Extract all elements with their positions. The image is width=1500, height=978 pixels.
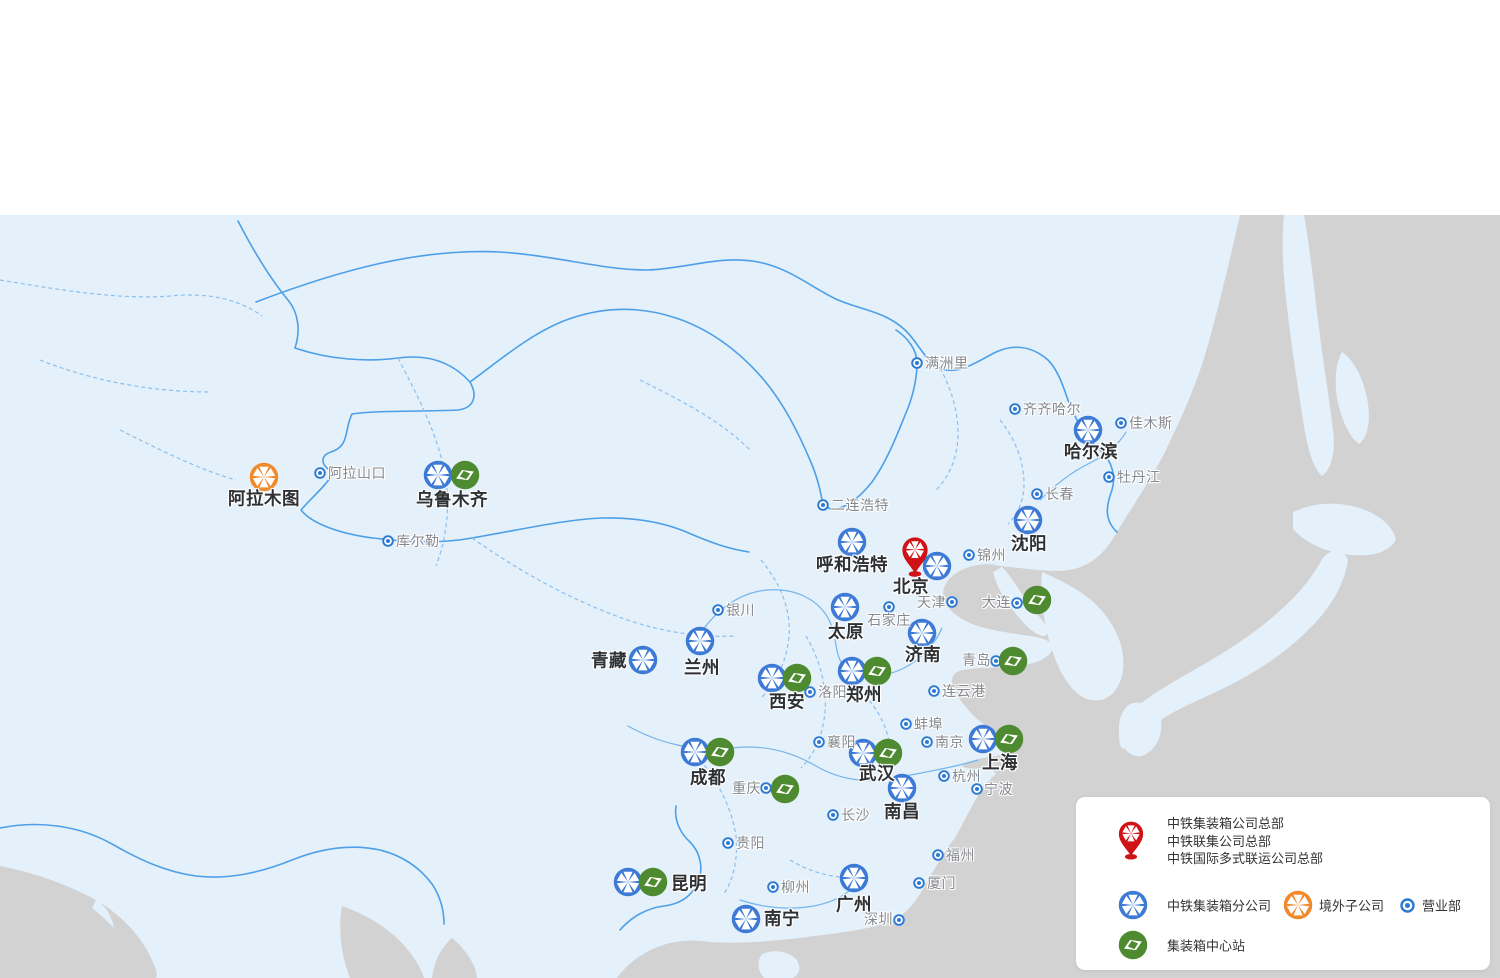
hq-pin-icon [1115,819,1147,860]
city-label: 阿拉山口 [328,465,386,481]
city-label: 乌鲁木齐 [416,489,488,510]
city-label: 青岛 [962,652,991,668]
branch-company-icon [1118,890,1148,920]
legend-hq-lines: 中铁集装箱公司总部 中铁联集公司总部 中铁国际多式联运公司总部 [1167,815,1323,868]
city-label: 福州 [946,847,975,863]
city-label: 青藏 [591,650,627,671]
sea-bay [340,906,424,978]
city-label: 长春 [1045,486,1074,502]
city-label: 襄阳 [827,734,856,750]
city-label: 柳州 [781,879,810,895]
legend-hq-line-2: 中铁联集公司总部 [1167,833,1272,849]
city-label: 哈尔滨 [1064,441,1118,462]
city-label: 杭州 [952,768,981,784]
legend-office-label: 营业部 [1422,898,1462,914]
city-label: 南昌 [884,801,920,822]
city-label: 天津 [917,594,946,610]
legend-branch-label: 中铁集装箱分公司 [1167,898,1272,914]
legend-row-3: 集装箱中心站 [1076,930,1490,960]
city-label: 兰州 [684,657,720,678]
city-label: 牡丹江 [1117,469,1161,485]
legend-hq-line-3: 中铁国际多式联运公司总部 [1167,851,1324,866]
city-label: 太原 [828,621,864,642]
legend-row-2: 中铁集装箱分公司 境外子公司 营业部 [1076,890,1490,920]
city-label: 齐齐哈尔 [1023,401,1081,417]
legend: 中铁集装箱公司总部 中铁联集公司总部 中铁国际多式联运公司总部 中铁集装箱分公司… [1076,797,1490,970]
city-label: 郑州 [846,684,882,705]
city-label: 长沙 [841,807,870,823]
city-label: 石家庄 [867,612,911,628]
city-label: 沈阳 [1011,533,1047,554]
sea-southwest [0,866,157,978]
city-label: 锦州 [977,547,1006,563]
rivers [627,431,1127,909]
city-label: 蚌埠 [914,716,943,732]
city-label: 宁波 [984,781,1013,797]
legend-center-label: 集装箱中心站 [1167,938,1246,954]
overseas-subsidiary-icon [1283,890,1313,920]
city-label: 二连浩特 [831,497,889,513]
city-label: 成都 [690,767,726,788]
city-label: 满洲里 [925,355,969,371]
city-label: 银川 [726,602,755,618]
city-label: 深圳 [864,911,893,927]
business-office-icon [1400,898,1415,913]
sea-gulf [432,938,477,978]
city-label: 昆明 [671,873,707,894]
city-label: 南宁 [764,908,800,929]
city-label: 大连 [982,594,1011,610]
legend-hq-line-1: 中铁集装箱公司总部 [1167,816,1285,831]
city-label: 重庆 [732,780,761,796]
city-label: 北京 [893,576,929,597]
city-label: 洛阳 [818,684,847,700]
city-label: 西安 [769,691,805,712]
top-whitespace [0,0,1500,215]
city-label: 济南 [905,644,941,665]
city-label: 广州 [836,894,872,915]
city-label: 库尔勒 [396,533,440,549]
legend-overseas-label: 境外子公司 [1319,898,1385,914]
city-label: 厦门 [927,875,956,891]
city-label: 佳木斯 [1129,415,1173,431]
city-label: 南京 [935,734,964,750]
container-center-station-icon [1118,930,1148,960]
city-label: 贵阳 [736,835,765,851]
city-label: 上海 [982,752,1018,773]
city-label: 呼和浩特 [816,554,888,575]
city-label: 阿拉木图 [228,488,300,509]
city-label: 武汉 [859,763,895,784]
city-label: 连云港 [942,683,986,699]
